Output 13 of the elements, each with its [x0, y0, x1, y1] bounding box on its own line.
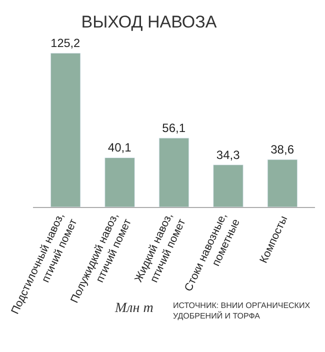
bar — [158, 138, 190, 207]
data-label: 38,6 — [270, 142, 294, 157]
data-label: 125,2 — [50, 37, 80, 50]
data-label: 34,3 — [216, 148, 240, 162]
chart-title: ВЫХОД НАВОЗА — [81, 12, 218, 32]
data-label: 40,1 — [108, 140, 132, 155]
bar — [213, 164, 244, 207]
bar — [267, 159, 298, 207]
bar — [104, 157, 135, 207]
text: ИСТОЧНИК: ВНИИ ОРГАНИЧЕСКИХ УДОБРЕНИЙ И ТОРФА — [173, 301, 311, 320]
data-label: 56,1 — [162, 121, 186, 136]
bar — [50, 52, 81, 207]
text: Млн т — [114, 301, 154, 316]
